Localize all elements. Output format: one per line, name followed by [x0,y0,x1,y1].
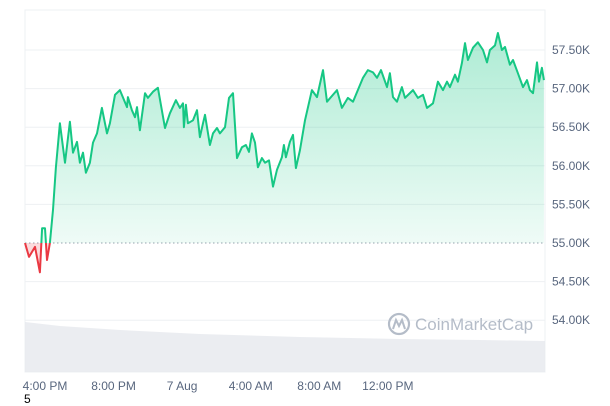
x-tick-label: 8:00 PM [91,379,136,393]
coinmarketcap-logo-mark [392,317,406,330]
watermark: CoinMarketCap [387,312,533,336]
footnote: 5 [24,392,31,406]
y-tick-label: 57.00K [552,82,590,96]
volume-area [25,322,545,372]
y-tick-label: 55.50K [552,197,590,211]
y-tick-label: 55.00K [552,236,590,250]
x-tick-label: 7 Aug [167,379,198,393]
x-tick-label: 8:00 AM [297,379,341,393]
area-fill-up [25,33,544,243]
y-tick-label: 56.50K [552,120,590,134]
coinmarketcap-logo-icon [387,312,411,336]
y-tick-label: 56.00K [552,159,590,173]
price-line-up [25,32,545,243]
watermark-text: CoinMarketCap [415,315,533,334]
y-tick-label: 54.00K [552,313,590,327]
x-tick-label: 4:00 AM [229,379,273,393]
y-tick-label: 57.50K [552,43,590,57]
y-tick-label: 54.50K [552,275,590,289]
x-tick-label: 4:00 PM [23,379,68,393]
x-tick-label: 12:00 PM [362,379,413,393]
